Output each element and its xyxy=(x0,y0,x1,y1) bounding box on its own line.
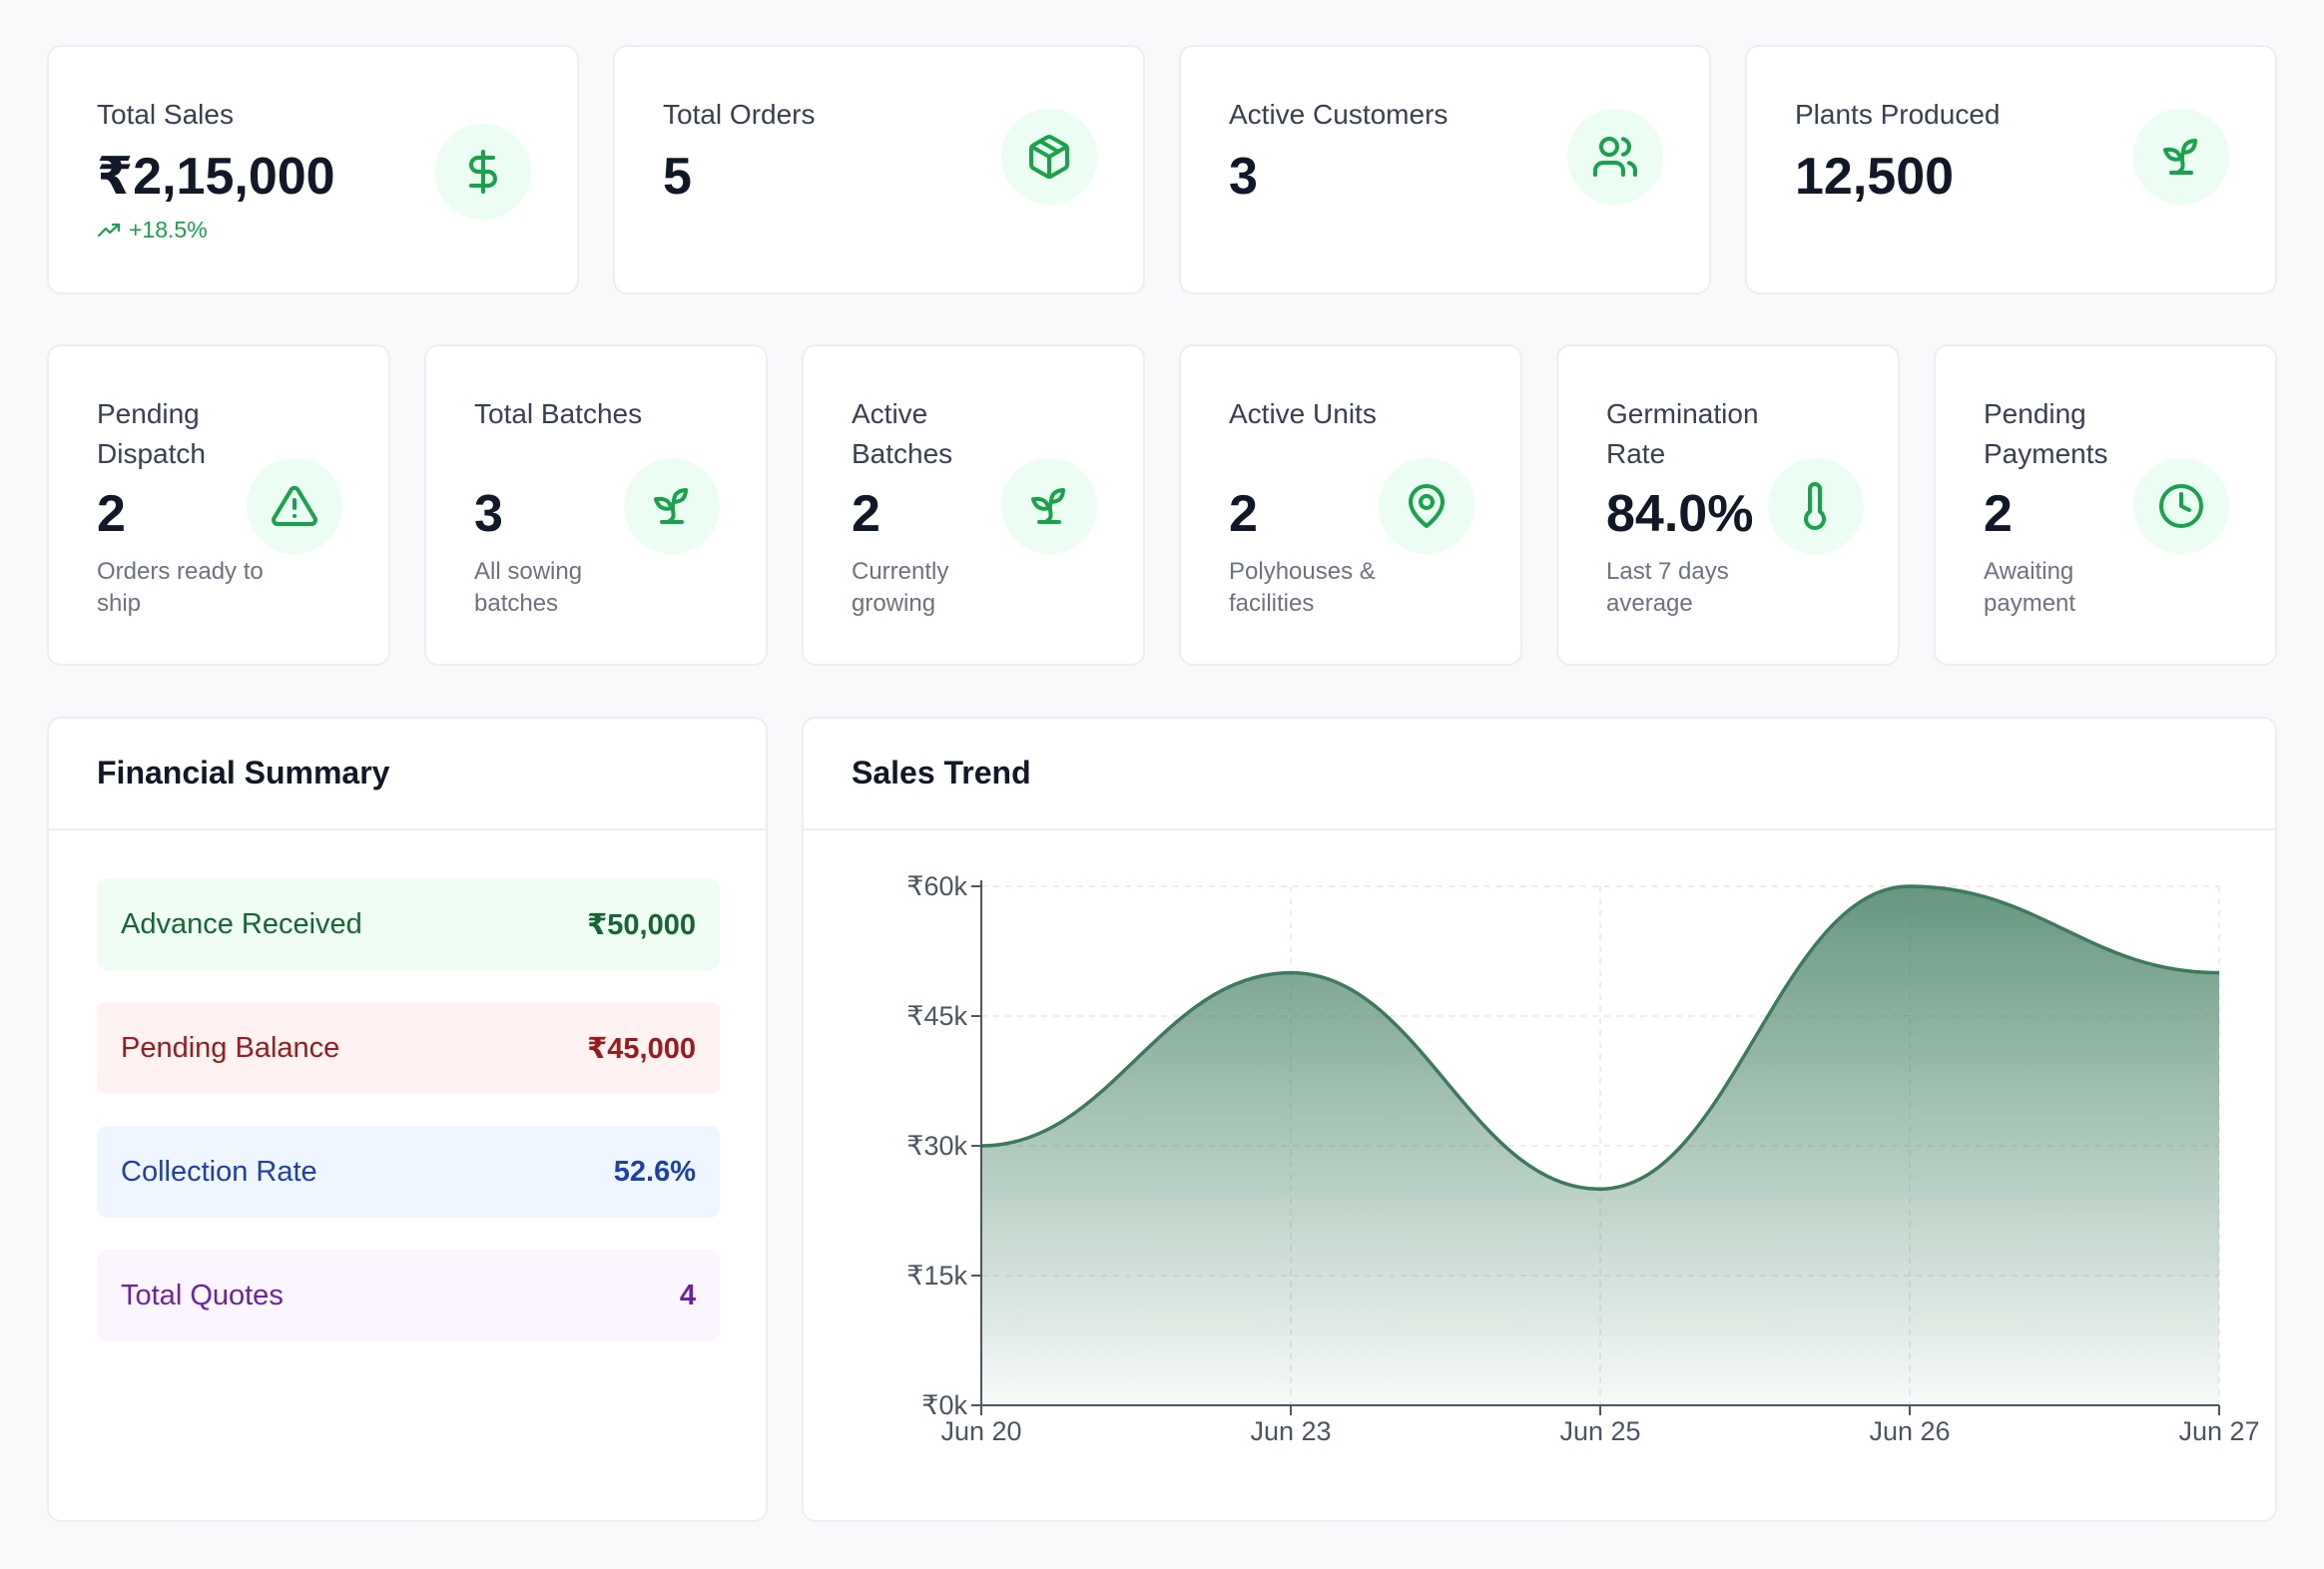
panel-title: Sales Trend xyxy=(852,755,1031,790)
stat-value: 2 xyxy=(852,485,880,543)
financial-row: Total Quotes 4 xyxy=(97,1250,720,1341)
financial-row-label: Collection Rate xyxy=(121,1155,317,1188)
stat-label: Total Sales xyxy=(97,99,234,130)
thermometer-icon xyxy=(1768,458,1864,554)
stat-value: 84.0% xyxy=(1606,485,1754,543)
stat-subtext: Last 7 days average xyxy=(1606,558,1729,617)
stat-card-total-orders: Total Orders 5 xyxy=(613,45,1145,294)
stat-value: 3 xyxy=(1229,148,1258,206)
financial-row: Pending Balance ₹45,000 xyxy=(97,1002,720,1094)
x-tick-label: Jun 25 xyxy=(1559,1416,1640,1446)
y-tick-label: ₹30k xyxy=(906,1131,967,1161)
stat-card-germination-rate: Germination Rate 84.0% Last 7 days avera… xyxy=(1556,344,1900,666)
sales-area-fill xyxy=(981,886,2219,1405)
financial-row-label: Total Quotes xyxy=(121,1279,284,1311)
stat-label: Plants Produced xyxy=(1795,99,2001,130)
stat-value: 2 xyxy=(97,485,126,543)
stat-subtext: Awaiting payment xyxy=(1984,558,2076,617)
stat-label: Germination Rate xyxy=(1606,398,1759,469)
financial-row: Advance Received ₹50,000 xyxy=(97,878,720,970)
trend-indicator: +18.5% xyxy=(97,217,208,244)
alert-triangle-icon xyxy=(247,458,342,554)
y-tick-label: ₹0k xyxy=(921,1390,967,1420)
clock-icon xyxy=(2133,458,2229,554)
stat-label: Active Batches xyxy=(852,398,953,469)
x-tick-label: Jun 27 xyxy=(2178,1416,2259,1446)
stat-subtext: Polyhouses & facilities xyxy=(1229,558,1376,617)
sales-trend-panel: Sales Trend ₹0k ₹15k ₹30k ₹45k ₹60k Jun 20 Jun… xyxy=(802,717,2277,1522)
stat-value: ₹2,15,000 xyxy=(97,148,335,206)
stat-card-active-units: Active Units 2 Polyhouses & facilities xyxy=(1179,344,1522,666)
panel-divider xyxy=(49,828,766,830)
financial-row-value: 52.6% xyxy=(613,1155,696,1188)
trending-up-icon xyxy=(97,223,121,237)
financial-summary-panel: Financial Summary Advance Received ₹50,00… xyxy=(47,717,768,1522)
stat-card-total-sales: Total Sales ₹2,15,000 +18.5% xyxy=(47,45,579,294)
stat-card-active-customers: Active Customers 3 xyxy=(1179,45,1711,294)
stat-card-plants-produced: Plants Produced 12,500 xyxy=(1745,45,2277,294)
trend-value: +18.5% xyxy=(129,217,208,243)
panel-title: Financial Summary xyxy=(97,755,390,790)
stat-card-active-batches: Active Batches 2 Currently growing xyxy=(802,344,1145,666)
stat-subtext: All sowing batches xyxy=(474,558,583,617)
sprout-icon xyxy=(1001,458,1097,554)
stat-card-pending-payments: Pending Payments 2 Awaiting payment xyxy=(1934,344,2277,666)
stat-card-total-batches: Total Batches 3 All sowing batches xyxy=(424,344,768,666)
stat-label: Pending Payments xyxy=(1984,398,2108,469)
dollar-icon xyxy=(435,124,531,220)
package-icon xyxy=(1001,109,1097,205)
stat-value: 5 xyxy=(663,148,692,206)
financial-row: Collection Rate 52.6% xyxy=(97,1126,720,1218)
financial-row-label: Pending Balance xyxy=(121,1031,340,1064)
users-icon xyxy=(1567,109,1663,205)
stat-value: 2 xyxy=(1984,485,2013,543)
financial-row-value: ₹50,000 xyxy=(587,908,696,941)
sprout-icon xyxy=(2133,109,2229,205)
sales-series-line xyxy=(980,884,2220,1192)
stat-label: Pending Dispatch xyxy=(97,398,206,469)
stat-label: Active Units xyxy=(1229,398,1377,429)
stat-label: Total Batches xyxy=(474,398,643,429)
financial-row-value: ₹45,000 xyxy=(587,1032,696,1065)
x-tick-label: Jun 23 xyxy=(1250,1416,1331,1446)
stat-value: 12,500 xyxy=(1795,148,1955,206)
stat-subtext: Currently growing xyxy=(852,558,949,617)
y-tick-label: ₹45k xyxy=(906,1001,967,1031)
financial-row-label: Advance Received xyxy=(121,907,362,940)
map-pin-icon xyxy=(1379,458,1474,554)
sprout-icon xyxy=(624,458,720,554)
sales-trend-chart: ₹0k ₹15k ₹30k ₹45k ₹60k Jun 20 Jun 23 Jun 25 Jun… xyxy=(906,871,2259,1446)
x-tick-label: Jun 26 xyxy=(1869,1416,1950,1446)
stat-subtext: Orders ready to ship xyxy=(97,558,264,617)
stat-value: 3 xyxy=(474,485,503,543)
stat-label: Total Orders xyxy=(663,99,816,130)
panel-divider xyxy=(804,828,2275,830)
x-tick-label: Jun 20 xyxy=(940,1416,1021,1446)
stat-value: 2 xyxy=(1229,485,1258,543)
stat-card-pending-dispatch: Pending Dispatch 2 Orders ready to ship xyxy=(47,344,390,666)
y-tick-label: ₹15k xyxy=(906,1261,967,1291)
y-tick-label: ₹60k xyxy=(906,871,967,901)
stat-label: Active Customers xyxy=(1229,99,1449,130)
financial-row-value: 4 xyxy=(679,1279,696,1311)
